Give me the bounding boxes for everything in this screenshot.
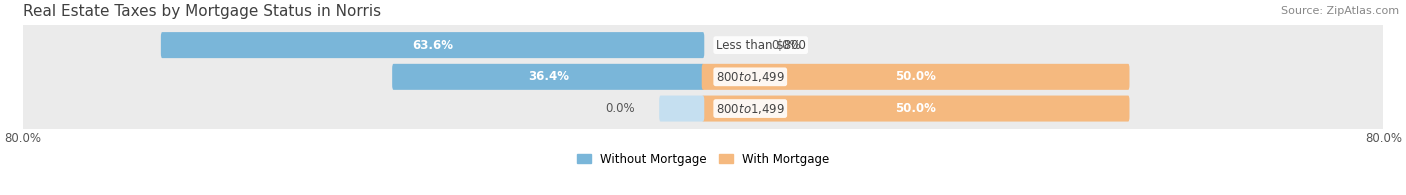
FancyBboxPatch shape xyxy=(702,96,1129,121)
FancyBboxPatch shape xyxy=(702,64,1129,90)
Text: Source: ZipAtlas.com: Source: ZipAtlas.com xyxy=(1281,6,1399,16)
FancyBboxPatch shape xyxy=(160,32,704,58)
Text: $800 to $1,499: $800 to $1,499 xyxy=(716,70,785,84)
Text: Real Estate Taxes by Mortgage Status in Norris: Real Estate Taxes by Mortgage Status in … xyxy=(22,4,381,19)
Text: 0.0%: 0.0% xyxy=(770,39,800,52)
Legend: Without Mortgage, With Mortgage: Without Mortgage, With Mortgage xyxy=(572,148,834,170)
FancyBboxPatch shape xyxy=(20,54,1386,99)
Text: 50.0%: 50.0% xyxy=(896,102,936,115)
FancyBboxPatch shape xyxy=(20,86,1386,131)
Text: 63.6%: 63.6% xyxy=(412,39,453,52)
Text: 36.4%: 36.4% xyxy=(527,70,568,83)
FancyBboxPatch shape xyxy=(659,96,704,121)
FancyBboxPatch shape xyxy=(392,64,704,90)
Text: 50.0%: 50.0% xyxy=(896,70,936,83)
Text: 0.0%: 0.0% xyxy=(606,102,636,115)
Text: Less than $800: Less than $800 xyxy=(716,39,806,52)
Text: $800 to $1,499: $800 to $1,499 xyxy=(716,102,785,116)
FancyBboxPatch shape xyxy=(20,23,1386,68)
